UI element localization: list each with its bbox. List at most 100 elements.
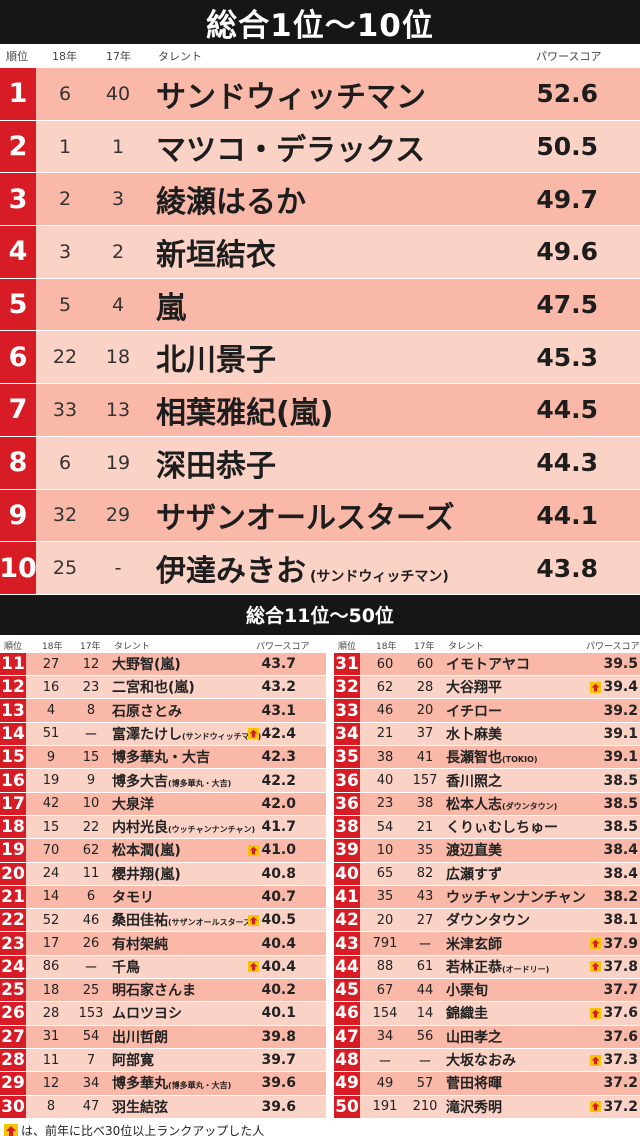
rank-2017: 6	[86, 889, 96, 905]
rank-2018: 52	[42, 912, 60, 928]
rank-2018: 18	[42, 982, 60, 998]
talent-name-text: 博多大吉	[112, 773, 168, 790]
power-score: 40.1	[261, 1005, 296, 1021]
ranking-row: 5 5 4 嵐 47.5	[0, 278, 640, 332]
rank-2018: 28	[42, 1005, 60, 1021]
power-score: 39.6	[261, 1075, 296, 1091]
talent-name-text: マツコ・デラックス	[156, 132, 426, 168]
power-score: 43.1	[261, 703, 296, 719]
talent-name-text: 石原さとみ	[112, 703, 182, 720]
ranking-row: 47 34 56 山田孝之 37.6	[334, 1025, 640, 1049]
rank-badge: 5	[0, 278, 36, 331]
rank-2018: 34	[376, 1029, 394, 1045]
ranking-row: 21 14 6 タモリ 40.7	[0, 885, 326, 910]
rank-2018: 23	[376, 796, 394, 812]
talent-name: 新垣結衣	[156, 230, 276, 274]
power-score: 38.4	[603, 842, 638, 858]
power-score-value: 37.2	[603, 1098, 638, 1115]
ranking-row: 29 12 34 博多華丸(博多華丸・大吉) 39.6	[0, 1072, 326, 1096]
power-score-value: 43.1	[261, 702, 296, 719]
rank-2018: 9	[46, 749, 56, 765]
ranking-row: 9 32 29 サザンオールスターズ 44.1	[0, 489, 640, 543]
rank-2017: 4	[111, 293, 125, 316]
talent-name: 菅田将暉	[446, 1073, 502, 1093]
talent-name: 綾瀬はるか	[156, 177, 306, 221]
talent-name-text: 阿部寛	[112, 1053, 154, 1070]
rank-2017: 9	[86, 773, 96, 788]
power-score: 44.5	[536, 395, 598, 425]
ranking-subtitle-bar: 総合11位～50位	[0, 594, 640, 635]
power-score-value: 41.7	[261, 819, 296, 836]
power-score: 44.1	[536, 500, 598, 530]
power-score-value: 38.1	[603, 912, 638, 929]
rank-badge: 6	[0, 331, 36, 384]
talent-name: 富澤たけし(サンドウィッチマン)	[112, 724, 261, 744]
rank-badge: 23	[0, 932, 26, 955]
header-talent: タレント	[448, 641, 485, 652]
power-score: 49.7	[536, 184, 598, 214]
talent-name-text: サンドウィッチマン	[156, 79, 426, 115]
ranking-row: 30 8 47 羽生結弦 39.6	[0, 1095, 326, 1119]
rank-2018: 49	[376, 1075, 394, 1091]
rank-2017: 10	[82, 796, 100, 812]
rank-badge: 44	[334, 955, 360, 979]
power-score-value: 43.2	[261, 679, 296, 696]
rank-badge: 39	[334, 839, 360, 862]
talent-name-text: 桑田佳祐	[112, 913, 168, 930]
power-score-value: 37.8	[603, 958, 638, 975]
rank-2018: 14	[42, 889, 60, 905]
top-column-header: 順位 18年 17年 タレント パワースコア	[0, 44, 640, 68]
talent-name: 博多大吉(博多華丸・大吉)	[112, 771, 231, 791]
rank-2018: 65	[376, 866, 394, 882]
rank-2017: ー	[84, 728, 98, 744]
power-score-value: 40.4	[261, 958, 296, 975]
rank-2018: 42	[42, 796, 60, 812]
talent-name: 出川哲朗	[112, 1027, 168, 1047]
rank-2018: 33	[52, 398, 78, 421]
power-score-value: 37.6	[603, 1005, 638, 1022]
power-score: 38.2	[603, 889, 638, 905]
talent-name-text: 伊達みきお	[156, 554, 306, 590]
rank-2017: 20	[416, 703, 434, 719]
ranking-row: 11 27 12 大野智(嵐) 43.7	[0, 652, 326, 677]
ranking-row: 33 46 20 イチロー 39.2	[334, 699, 640, 723]
power-score-value: 40.5	[261, 912, 296, 929]
talent-group-note: (サンドウィッチマン)	[310, 569, 449, 586]
rank-2018: 2	[58, 188, 72, 211]
talent-name-text: 松本人志	[446, 796, 502, 813]
power-score-value: 38.5	[603, 819, 638, 836]
rank-2018: 3	[58, 240, 72, 263]
rank-badge: 35	[334, 746, 360, 769]
rank-2017: 56	[416, 1029, 434, 1045]
ranking-row: 36 40 157 香川照之 38.5	[334, 769, 640, 793]
header-score: パワースコア	[586, 641, 640, 652]
talent-name: 二宮和也(嵐)	[112, 677, 195, 697]
ranking-row: 2 1 1 マツコ・デラックス 50.5	[0, 120, 640, 174]
talent-group-note: (ダウンタウン)	[502, 801, 558, 811]
rank-2017: 210	[412, 1099, 438, 1115]
rank-2017: 157	[412, 773, 438, 788]
talent-name-text: ウッチャンナンチャン	[446, 889, 586, 906]
talent-name: 羽生結弦	[112, 1097, 168, 1117]
rank-2017: 12	[82, 656, 100, 672]
talent-name: 北川景子	[156, 335, 276, 379]
ranking-row: 13 4 8 石原さとみ 43.1	[0, 699, 326, 723]
header-score: パワースコア	[256, 641, 310, 652]
rank-badge: 24	[0, 955, 26, 979]
ranking-row: 48 ーー大坂なおみ 37.3	[334, 1048, 640, 1073]
rank-2018: 15	[42, 819, 60, 835]
rank-badge: 2	[0, 120, 36, 173]
rank-11-50-section: 順位 18年 17年 タレント パワースコア 11 27 12 大野智(嵐) 43.7 1…	[0, 635, 640, 1119]
rank-2018: 46	[376, 703, 394, 719]
talent-name-text: 滝沢秀明	[446, 1099, 502, 1116]
ranking-row: 4 3 2 新垣結衣 49.6	[0, 226, 640, 279]
rank-badge: 46	[334, 1002, 360, 1025]
rank-2017: 18	[105, 346, 131, 369]
rank-2017: ー	[418, 938, 432, 954]
rank-2017: 13	[105, 398, 131, 421]
ranking-row: 28 11 7 阿部寛 39.7	[0, 1048, 326, 1073]
ranking-row: 38 54 21 くりぃむしちゅー 38.5	[334, 815, 640, 840]
talent-name: 博多華丸(博多華丸・大吉)	[112, 1073, 231, 1093]
left-rank-list: 11 27 12 大野智(嵐) 43.7 12 16 23 二宮和也(嵐) 43.2 13 4 8 石原さ…	[0, 652, 326, 1119]
ranking-row: 17 42 10 大泉洋 42.0	[0, 792, 326, 816]
